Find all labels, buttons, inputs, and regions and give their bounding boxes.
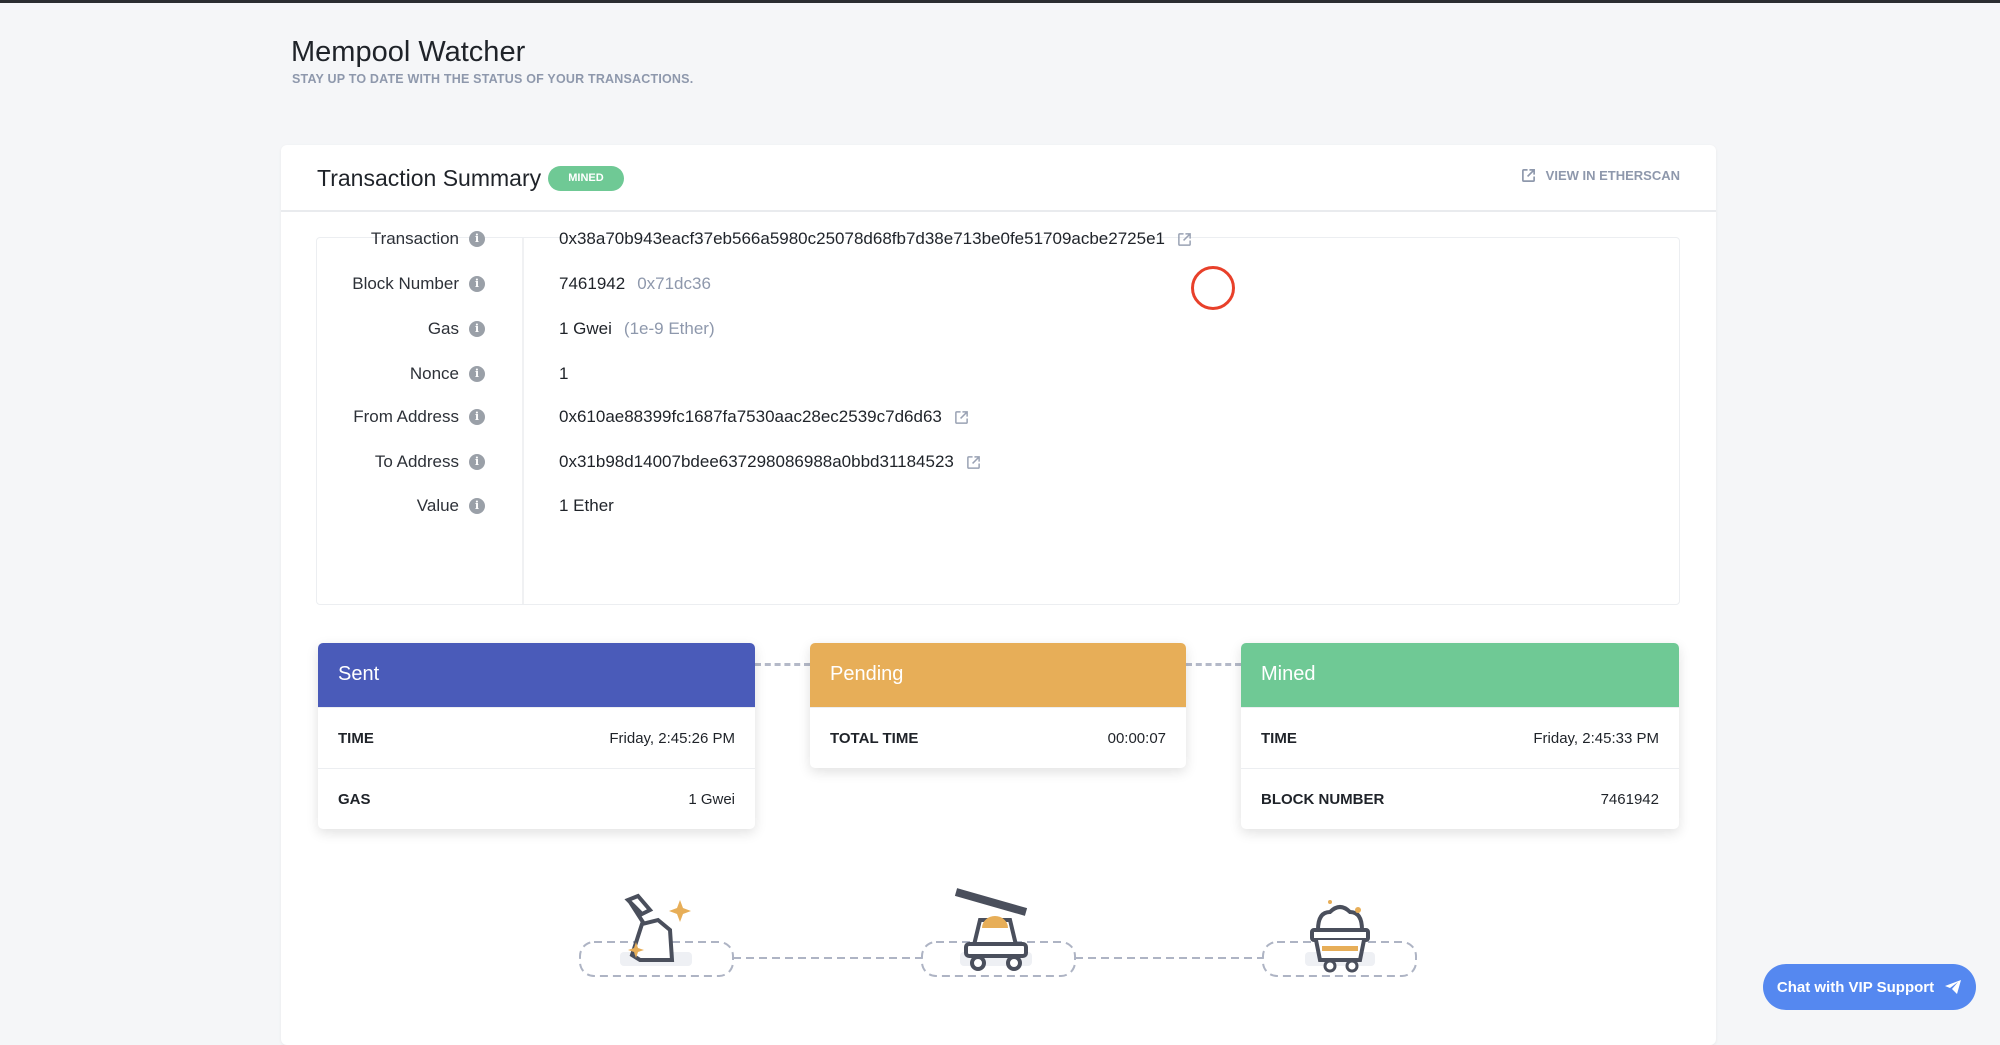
stage-row: GAS 1 Gwei	[318, 768, 755, 829]
progress-illustration	[579, 888, 1417, 977]
info-icon[interactable]: i	[469, 498, 485, 514]
mining-cart-lever-icon	[954, 888, 1032, 971]
pickaxe-icon	[620, 893, 692, 966]
row-key: TIME	[338, 729, 374, 747]
detail-label: Transaction	[370, 229, 459, 248]
page-subtitle: STAY UP TO DATE WITH THE STATUS OF YOUR …	[292, 72, 694, 86]
detail-row: Block Number i 7461942 0x71dc36	[317, 269, 1679, 299]
detail-value: 0x38a70b943eacf37eb566a5980c25078d68fb7d…	[559, 229, 1165, 248]
stage-row: TIME Friday, 2:45:26 PM	[318, 707, 755, 768]
detail-label: Value	[416, 496, 459, 515]
connector-line	[1186, 663, 1241, 666]
info-icon[interactable]: i	[469, 276, 485, 292]
row-value: Friday, 2:45:33 PM	[1533, 729, 1659, 747]
row-key: TOTAL TIME	[830, 729, 919, 747]
detail-secondary: 0x71dc36	[637, 274, 711, 293]
row-value: 1 Gwei	[688, 790, 735, 808]
row-value: Friday, 2:45:26 PM	[609, 729, 735, 747]
etherscan-label: VIEW IN ETHERSCAN	[1545, 168, 1680, 183]
top-bar	[0, 0, 2000, 3]
chat-vip-support-button[interactable]: Chat with VIP Support	[1763, 964, 1976, 1010]
detail-row: Nonce i 1	[317, 359, 1679, 389]
detail-label: Nonce	[409, 364, 459, 383]
card-title: Transaction Summary	[317, 165, 542, 191]
transaction-summary-card: Transaction Summary MINED VIEW IN ETHERS…	[281, 145, 1716, 1045]
detail-row: Gas i 1 Gwei (1e-9 Ether)	[317, 314, 1679, 344]
detail-row: Transaction i 0x38a70b943eacf37eb566a5980c…	[317, 224, 1679, 254]
detail-value: 7461942	[559, 274, 626, 293]
stage-row: TIME Friday, 2:45:33 PM	[1241, 707, 1679, 768]
detail-row: From Address i 0x610ae88399fc1687fa7530aac…	[317, 402, 1679, 432]
row-value: 7461942	[1600, 790, 1659, 808]
row-key: GAS	[338, 790, 371, 808]
detail-value: 1 Gwei	[559, 319, 612, 338]
external-link-icon[interactable]	[954, 410, 969, 425]
stage-card-pending: Pending TOTAL TIME 00:00:07	[810, 643, 1186, 768]
card-header: Transaction Summary MINED VIEW IN ETHERS…	[281, 145, 1716, 212]
detail-label: To Address	[374, 452, 459, 471]
stage-title: Pending	[810, 643, 1186, 707]
highlight-circle	[1191, 266, 1235, 310]
detail-label: Block Number	[352, 274, 459, 293]
detail-label: Gas	[427, 319, 459, 338]
stage-title: Sent	[318, 643, 755, 707]
info-icon[interactable]: i	[469, 366, 485, 382]
detail-row: To Address i 0x31b98d14007bdee637298086988…	[317, 447, 1679, 477]
stage-row: TOTAL TIME 00:00:07	[810, 707, 1186, 768]
detail-value: 1 Ether	[559, 496, 614, 515]
external-link-icon	[1521, 169, 1535, 182]
connector-line	[755, 663, 810, 666]
detail-row: Value i 1 Ether	[317, 491, 1679, 521]
paper-plane-icon	[1945, 980, 1962, 994]
transaction-details: Transaction i 0x38a70b943eacf37eb566a5980c…	[316, 229, 1680, 605]
stage-card-sent: Sent TIME Friday, 2:45:26 PM GAS 1 Gwei	[318, 643, 755, 829]
info-icon[interactable]: i	[469, 409, 485, 425]
info-icon[interactable]: i	[469, 321, 485, 337]
row-key: TIME	[1261, 729, 1297, 747]
detail-label: From Address	[353, 407, 459, 426]
column-divider	[522, 238, 524, 604]
page-title: Mempool Watcher	[291, 36, 526, 68]
row-key: BLOCK NUMBER	[1261, 790, 1385, 808]
ore-cart-icon	[1305, 900, 1375, 973]
detail-secondary: (1e-9 Ether)	[623, 319, 715, 338]
status-badge: MINED	[548, 166, 624, 191]
external-link-icon[interactable]	[966, 455, 981, 470]
detail-value: 0x610ae88399fc1687fa7530aac28ec2539c7d6d…	[559, 407, 942, 426]
info-icon[interactable]: i	[469, 454, 485, 470]
row-value: 00:00:07	[1107, 729, 1166, 747]
chat-label: Chat with VIP Support	[1776, 978, 1935, 996]
stage-title: Mined	[1241, 643, 1679, 707]
stage-row: BLOCK NUMBER 7461942	[1241, 768, 1679, 829]
view-in-etherscan-link[interactable]: VIEW IN ETHERSCAN	[1521, 168, 1680, 183]
stage-card-mined: Mined TIME Friday, 2:45:33 PM BLOCK NUMBE…	[1241, 643, 1679, 829]
info-icon[interactable]: i	[469, 231, 485, 247]
detail-value: 1	[559, 364, 569, 383]
detail-value: 0x31b98d14007bdee637298086988a0bbd311845…	[559, 452, 954, 471]
external-link-icon[interactable]	[1177, 232, 1192, 247]
